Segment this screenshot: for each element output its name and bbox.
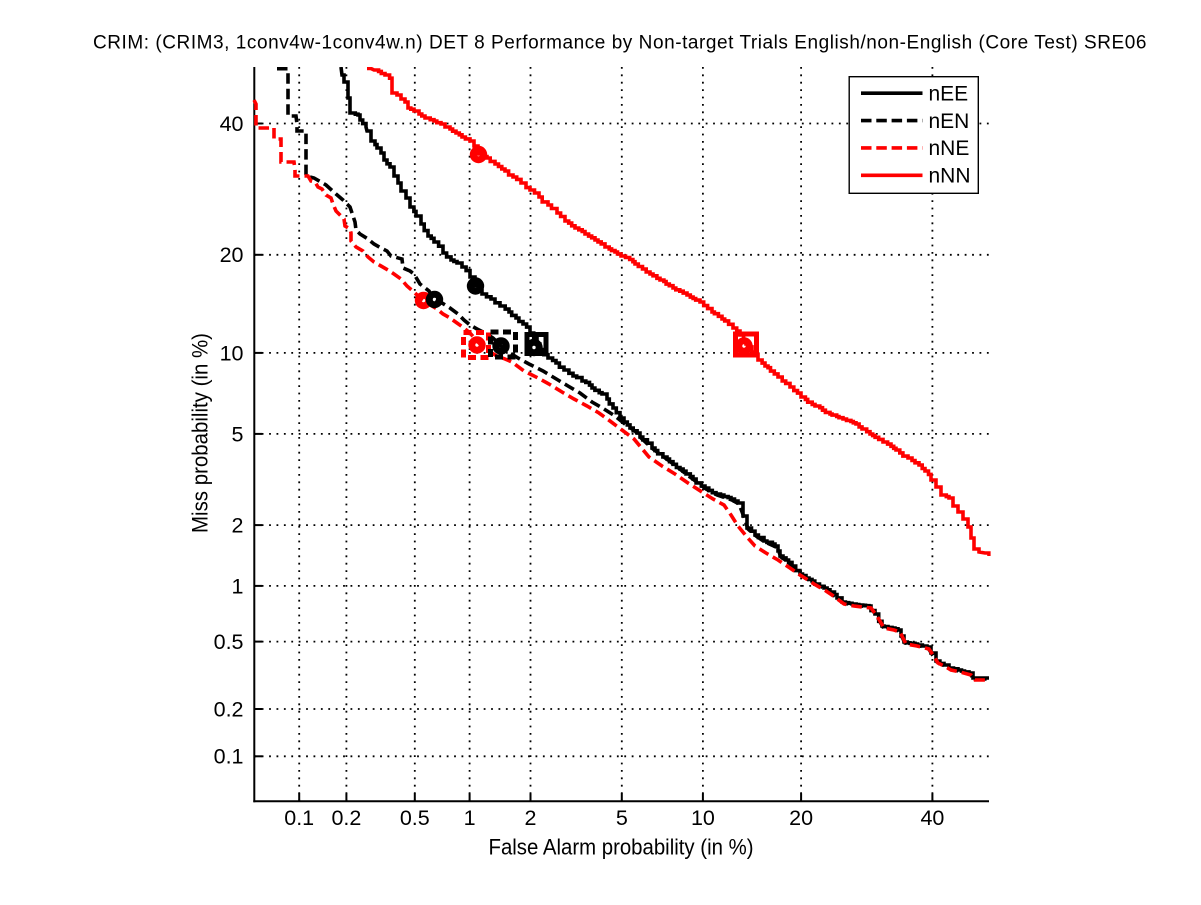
svg-text:nNN: nNN xyxy=(929,165,971,188)
svg-text:0.5: 0.5 xyxy=(400,806,430,830)
svg-text:Miss probability (in %): Miss probability (in %) xyxy=(188,333,213,533)
svg-text:2: 2 xyxy=(525,806,537,830)
svg-text:5: 5 xyxy=(232,422,244,446)
svg-text:CRIM: (CRIM3, 1conv4w-1conv4w.: CRIM: (CRIM3, 1conv4w-1conv4w.n) DET 8 P… xyxy=(93,33,1147,54)
svg-text:0.2: 0.2 xyxy=(331,806,361,830)
svg-text:5: 5 xyxy=(616,806,628,830)
svg-text:nEE: nEE xyxy=(929,82,969,105)
svg-text:1: 1 xyxy=(232,574,244,598)
svg-text:False Alarm probability (in %): False Alarm probability (in %) xyxy=(489,835,754,860)
svg-text:20: 20 xyxy=(789,806,813,830)
svg-text:nEN: nEN xyxy=(929,110,970,133)
svg-text:40: 40 xyxy=(920,806,944,830)
svg-text:0.2: 0.2 xyxy=(214,697,244,721)
svg-text:nNE: nNE xyxy=(929,137,970,160)
svg-text:40: 40 xyxy=(220,112,244,136)
svg-text:2: 2 xyxy=(232,514,244,538)
svg-text:1: 1 xyxy=(464,806,476,830)
svg-text:0.1: 0.1 xyxy=(284,806,314,830)
svg-text:0.5: 0.5 xyxy=(214,630,244,654)
svg-text:10: 10 xyxy=(691,806,715,830)
svg-text:0.1: 0.1 xyxy=(214,745,244,769)
svg-text:10: 10 xyxy=(220,341,244,365)
svg-text:20: 20 xyxy=(220,243,244,267)
